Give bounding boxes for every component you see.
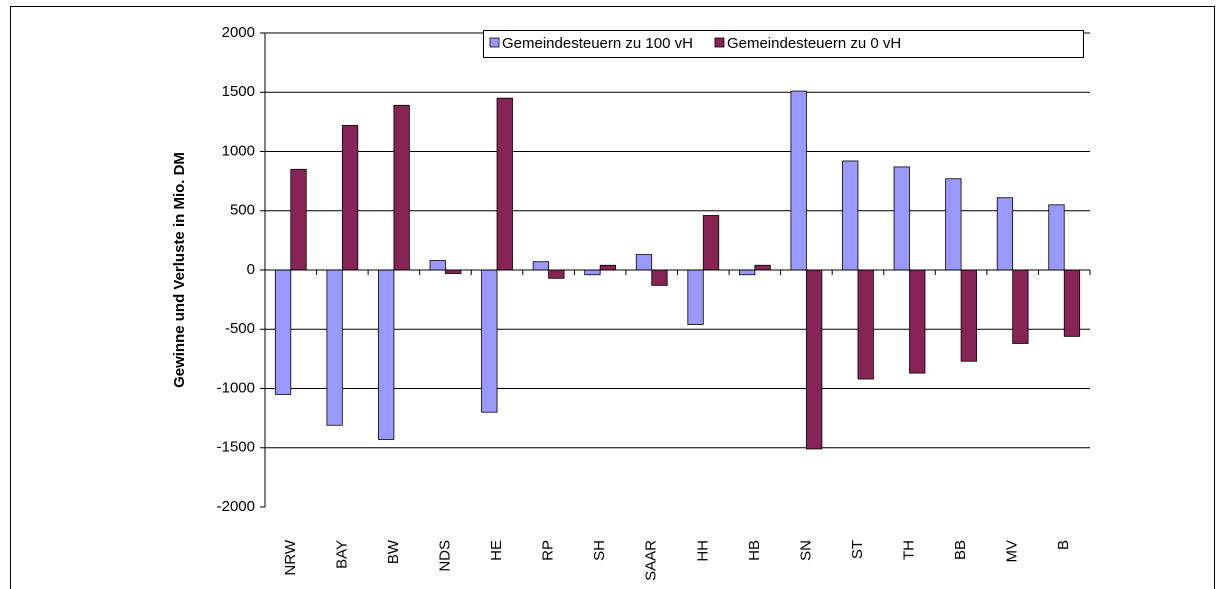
x-tick-label: RP [540, 540, 557, 561]
bar [687, 269, 704, 325]
bar [532, 261, 549, 271]
x-tick-label: B [1055, 540, 1072, 550]
legend-label: Gemeindesteuern zu 100 vH [502, 35, 693, 52]
y-tick-label: 1000 [222, 142, 255, 159]
x-tick-label: ST [849, 540, 866, 559]
bar [857, 269, 874, 380]
x-tick-label: MV [1004, 540, 1021, 563]
bar [960, 269, 977, 362]
bar [445, 269, 462, 274]
legend-label: Gemeindesteuern zu 0 vH [727, 35, 901, 52]
bar [754, 264, 771, 271]
x-tick-label: NDS [436, 540, 453, 572]
bar [996, 197, 1014, 271]
bar [635, 254, 653, 271]
bar [341, 125, 359, 271]
x-tick-label: BW [385, 539, 402, 564]
bar [738, 269, 756, 276]
y-tick-label: -500 [225, 320, 255, 337]
legend-swatch [714, 37, 725, 48]
bar [599, 264, 617, 271]
bar [893, 166, 910, 271]
y-tick-label: 500 [230, 202, 255, 219]
x-tick-label: TH [901, 540, 918, 560]
bar [584, 269, 601, 276]
bar [1048, 204, 1065, 271]
bar [842, 160, 859, 271]
y-tick-label: -1000 [217, 379, 255, 396]
x-tick-label: HE [488, 540, 505, 561]
bar [1012, 269, 1029, 344]
x-tick-label: SN [797, 540, 814, 561]
y-tick-label: 2000 [222, 24, 255, 41]
bar [481, 269, 498, 413]
bar [274, 269, 292, 395]
bar [651, 269, 668, 286]
x-tick-label: HH [694, 540, 711, 562]
bar [806, 269, 823, 450]
y-tick-label: 1500 [222, 83, 255, 100]
y-tick-label: 0 [247, 261, 255, 278]
bar [945, 178, 962, 271]
bar [1063, 269, 1081, 337]
bar [548, 269, 565, 279]
bar [290, 168, 307, 271]
y-tick-label: -2000 [217, 498, 255, 515]
x-tick-label: BAY [333, 540, 350, 569]
x-tick-label: SH [591, 540, 608, 561]
legend-box [483, 30, 1084, 58]
bar [702, 215, 720, 271]
x-tick-label: SAAR [643, 540, 660, 581]
bar [393, 104, 410, 271]
x-tick-label: NRW [282, 539, 299, 575]
bar [378, 269, 395, 440]
y-tick-label: -1500 [217, 439, 255, 456]
bar [496, 97, 513, 271]
chart-frame [10, 6, 1215, 589]
bar [429, 260, 446, 271]
x-tick-label: HB [746, 540, 763, 561]
bar [909, 269, 926, 374]
y-axis-label: Gewinne und Verluste in Mio. DM [171, 152, 188, 388]
legend-swatch [489, 37, 500, 48]
bar [326, 269, 343, 426]
x-tick-label: BB [952, 540, 969, 560]
bar [790, 90, 807, 271]
